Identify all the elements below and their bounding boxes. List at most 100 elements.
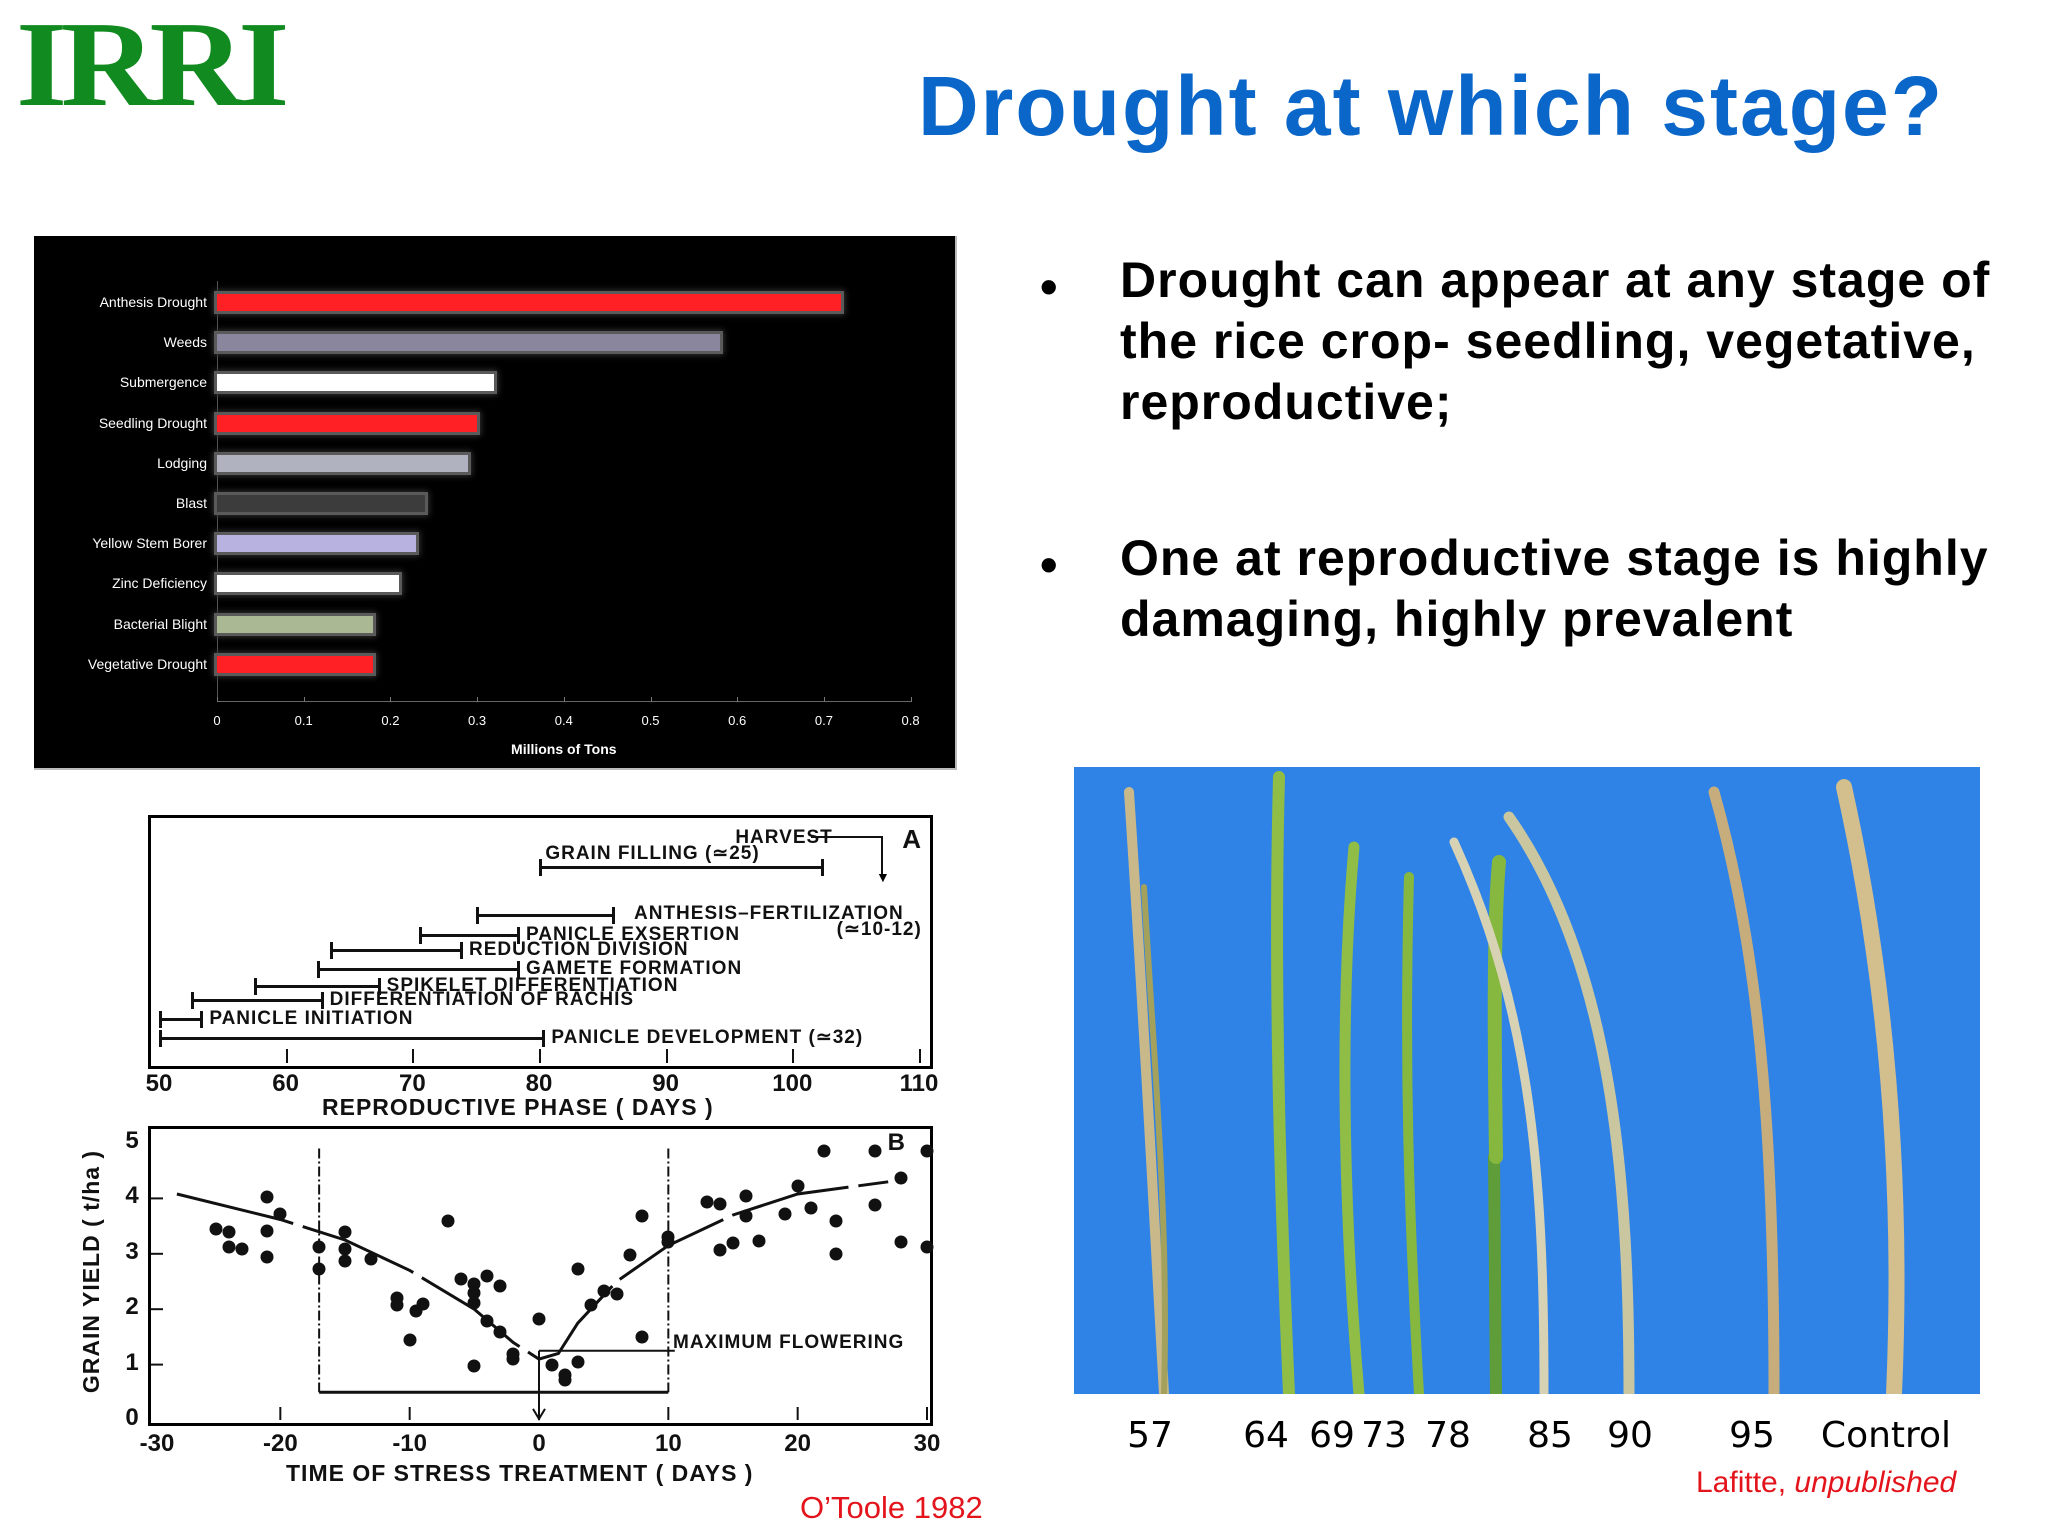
data-point: [752, 1234, 766, 1248]
data-point: [868, 1198, 882, 1212]
stage-label: PANICLE EXSERTION: [526, 924, 741, 945]
harvest-arrow-icon: ▼: [876, 869, 890, 885]
stage-label: REDUCTION DIVISION: [469, 939, 689, 960]
data-point: [338, 1254, 352, 1268]
bar-label: Seedling Drought: [98, 414, 207, 431]
x-tick-label: 0.2: [381, 713, 400, 728]
data-point: [920, 1240, 934, 1254]
data-point: [506, 1352, 520, 1366]
data-point: [260, 1190, 274, 1204]
x-tick-label: 50: [145, 1070, 173, 1097]
x-tick: [285, 1049, 288, 1063]
x-tick-label: 10: [654, 1430, 682, 1457]
stage-label: GAMETE FORMATION: [526, 958, 743, 979]
x-tick-label: 0.1: [294, 713, 313, 728]
data-point: [403, 1333, 417, 1347]
stage-bar: [254, 978, 381, 995]
stage-bar: [330, 942, 463, 959]
x-tick-label: 80: [525, 1070, 553, 1097]
data-point: [222, 1240, 236, 1254]
bar-label: Bacterial Blight: [113, 615, 207, 632]
data-point: [454, 1272, 468, 1286]
x-tick-label: 60: [272, 1070, 300, 1097]
bar-label: Blast: [175, 495, 207, 511]
y-tick-label: 1: [125, 1348, 139, 1376]
x-tick-label: 30: [913, 1430, 941, 1457]
bar: [217, 294, 842, 311]
data-point: [597, 1284, 611, 1298]
data-point: [700, 1195, 714, 1209]
stage-bar: [159, 1011, 204, 1028]
x-tick-label: -30: [139, 1430, 175, 1457]
yield-curve: [151, 1148, 928, 1421]
photo-day-label: 69: [1309, 1415, 1355, 1456]
x-tick-label: 0.4: [554, 713, 573, 728]
data-point: [390, 1298, 404, 1312]
data-point: [778, 1207, 792, 1221]
stage-bar: [159, 1030, 546, 1047]
stage-label-harvest: HARVEST: [735, 827, 833, 848]
data-point: [467, 1296, 481, 1310]
y-tick-label: 3: [125, 1237, 139, 1265]
x-tick: [665, 1049, 668, 1063]
x-tick: [217, 697, 218, 702]
data-point: [273, 1207, 287, 1221]
figB-y-axis-title: GRAIN YIELD ( t/ha ): [78, 1149, 105, 1394]
data-point: [817, 1144, 831, 1158]
data-point: [235, 1242, 249, 1256]
photo-day-label: 95: [1729, 1415, 1775, 1456]
x-tick-label: 90: [652, 1070, 680, 1097]
x-tick: [412, 1049, 415, 1063]
data-point: [571, 1262, 585, 1276]
data-point: [804, 1201, 818, 1215]
data-point: [829, 1214, 843, 1228]
x-tick: [823, 697, 825, 702]
data-point: [584, 1298, 598, 1312]
data-point: [312, 1240, 326, 1254]
data-point: [364, 1252, 378, 1266]
stage-bar: [418, 927, 521, 944]
data-point: [726, 1236, 740, 1250]
data-point: [713, 1243, 727, 1257]
panel-letter-a: A: [902, 824, 922, 854]
x-tick-label: -10: [392, 1430, 427, 1457]
data-point: [441, 1214, 455, 1228]
stage-bar: [475, 907, 616, 924]
data-point: [894, 1171, 908, 1185]
bullet-text-2: One at reproductive stage is highly dama…: [1120, 530, 1989, 647]
x-tick-label: 0.5: [641, 713, 660, 728]
stage-bar: [317, 961, 520, 978]
x-tick: [792, 1049, 795, 1063]
figB-x-axis-title: TIME OF STRESS TREATMENT ( DAYS ): [286, 1460, 754, 1486]
x-tick-label: 0.3: [468, 713, 487, 728]
photo-day-label: 64: [1243, 1415, 1289, 1456]
photo-day-label: 85: [1527, 1415, 1573, 1456]
reproductive-phase-figure: HARVEST ▼ GRAIN FILLING (≃25) ANTHESIS–FERT…: [148, 815, 933, 1069]
data-point: [868, 1144, 882, 1158]
x-tick: [390, 697, 392, 702]
stage-label: PANICLE DEVELOPMENT (≃32): [551, 1027, 864, 1048]
bar: [217, 454, 469, 472]
data-point: [480, 1314, 494, 1328]
stage-label: DIFFERENTIATION OF RACHIS: [329, 989, 635, 1010]
stage-bar: [539, 859, 824, 876]
stage-label: GRAIN FILLING (≃25): [545, 843, 760, 864]
data-point: [661, 1235, 675, 1249]
stage-label: PANICLE INITIATION: [209, 1008, 414, 1029]
bullet-text-1: Drought can appear at any stage of the r…: [1120, 252, 1991, 430]
stage-label: (≃10-12): [836, 919, 922, 940]
bar: [217, 334, 720, 352]
data-point: [260, 1224, 274, 1238]
data-point: [532, 1312, 546, 1326]
data-point: [493, 1325, 507, 1339]
bar-label: Lodging: [157, 454, 207, 471]
x-tick: [919, 1049, 921, 1063]
panicles-illustration: [1124, 771, 1905, 1394]
data-point: [312, 1262, 326, 1276]
x-tick-label: 70: [398, 1070, 426, 1097]
data-point: [623, 1248, 637, 1262]
data-point: [920, 1144, 934, 1158]
credit-lafitte: Lafitte, unpublished: [1696, 1468, 1956, 1498]
data-point: [635, 1209, 649, 1223]
x-tick-label: 0: [532, 1430, 546, 1457]
